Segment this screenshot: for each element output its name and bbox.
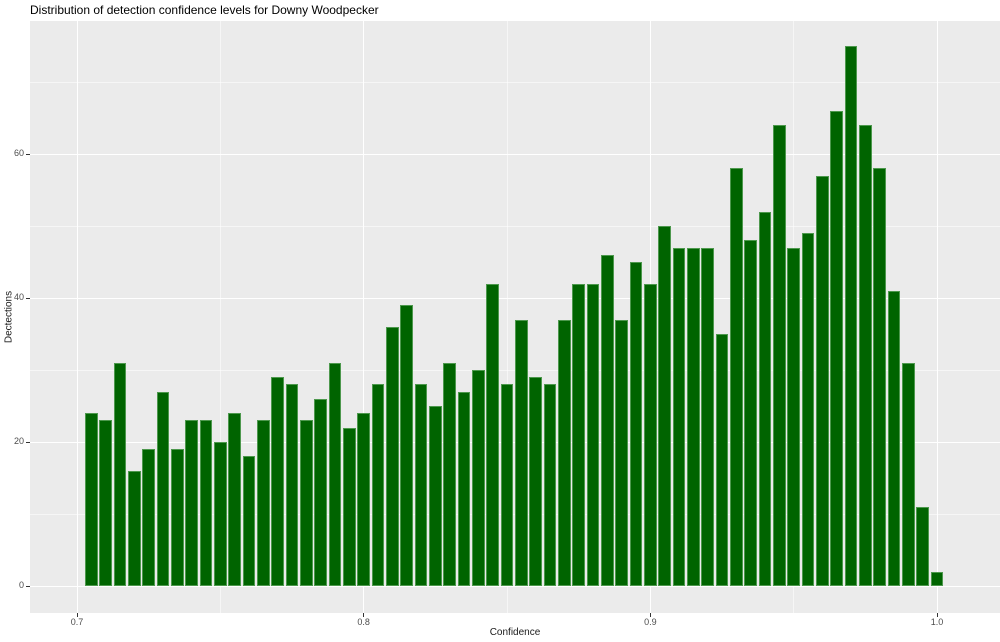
histogram-bar: [572, 283, 586, 586]
histogram-bar: [815, 175, 829, 586]
histogram-bar: [443, 362, 457, 586]
histogram-bar: [142, 449, 156, 586]
histogram-bar: [242, 456, 256, 586]
y-tick-mark: [26, 585, 30, 587]
histogram-bar: [400, 305, 414, 586]
histogram-bar: [801, 233, 815, 586]
x-major-gridline: [363, 21, 365, 613]
histogram-bar: [615, 319, 629, 586]
x-axis-title: Confidence: [489, 627, 541, 638]
y-tick-label: 0: [18, 580, 24, 590]
histogram-bar: [729, 168, 743, 586]
y-minor-gridline: [30, 81, 1000, 83]
histogram-bar: [672, 247, 686, 586]
histogram-bar: [127, 470, 141, 586]
histogram-bar: [643, 283, 657, 586]
histogram-bar: [271, 377, 285, 586]
histogram-bar: [901, 362, 915, 586]
y-tick-mark: [26, 153, 30, 155]
histogram-bar: [185, 420, 199, 586]
histogram-bar: [228, 413, 242, 586]
histogram-bar: [514, 319, 528, 586]
histogram-bar: [471, 370, 485, 586]
x-minor-gridline: [219, 21, 221, 613]
histogram-bar: [686, 247, 700, 586]
histogram-bar: [916, 506, 930, 586]
y-axis-title: Dectections: [3, 290, 15, 344]
histogram-bar: [629, 262, 643, 586]
histogram-bar: [371, 384, 385, 586]
histogram-bar: [600, 254, 614, 586]
histogram-bar: [199, 420, 213, 586]
histogram-bar: [557, 319, 571, 586]
y-tick-label: 60: [13, 148, 24, 158]
x-tick-mark: [76, 613, 78, 617]
histogram-bar: [99, 420, 113, 586]
histogram-bar: [486, 283, 500, 586]
x-tick-label: 0.8: [357, 617, 370, 627]
histogram-bar: [873, 168, 887, 586]
histogram-bar: [658, 226, 672, 586]
histogram-bar: [457, 391, 471, 586]
x-major-gridline: [76, 21, 78, 613]
histogram-bar: [500, 384, 514, 586]
histogram-bar: [930, 571, 944, 586]
plot-panel: [30, 21, 1000, 613]
histogram-bar: [787, 247, 801, 586]
chart-title: Distribution of detection confidence lev…: [30, 3, 379, 17]
histogram-bar: [84, 413, 98, 586]
histogram-bar: [213, 442, 227, 586]
x-major-gridline: [936, 21, 938, 613]
x-tick-mark: [936, 613, 938, 617]
x-tick-label: 0.9: [644, 617, 657, 627]
y-tick-label: 40: [13, 292, 24, 302]
histogram-bar: [328, 362, 342, 586]
histogram-bar: [342, 427, 356, 586]
x-minor-gridline: [506, 21, 508, 613]
histogram-bar: [428, 406, 442, 586]
y-major-gridline: [30, 297, 1000, 299]
histogram-bar: [543, 384, 557, 586]
histogram-bar: [170, 449, 184, 586]
histogram-bar: [285, 384, 299, 586]
histogram-bar: [156, 391, 170, 586]
histogram-bar: [830, 110, 844, 586]
histogram-bar: [586, 283, 600, 586]
y-minor-gridline: [30, 225, 1000, 227]
histogram-bar: [844, 46, 858, 586]
x-tick-mark: [649, 613, 651, 617]
histogram-bar: [299, 420, 313, 586]
y-major-gridline: [30, 153, 1000, 155]
y-major-gridline: [30, 585, 1000, 587]
y-tick-label: 20: [13, 436, 24, 446]
y-tick-mark: [26, 297, 30, 299]
histogram-bar: [314, 398, 328, 586]
histogram-bar: [357, 413, 371, 586]
histogram-bar: [529, 377, 543, 586]
histogram-bar: [701, 247, 715, 586]
x-tick-label: 1.0: [930, 617, 944, 627]
histogram-bar: [772, 125, 786, 586]
histogram-bar: [758, 211, 772, 586]
histogram-bar: [858, 125, 872, 586]
histogram-bar: [113, 362, 127, 586]
histogram-bar: [744, 240, 758, 586]
histogram-bar: [715, 334, 729, 586]
histogram-bar: [887, 290, 901, 586]
x-tick-label: 0.7: [70, 617, 84, 627]
x-tick-mark: [363, 613, 365, 617]
y-tick-mark: [26, 441, 30, 443]
histogram-bar: [256, 420, 270, 586]
histogram-bar: [414, 384, 428, 586]
histogram-bar: [385, 326, 399, 586]
